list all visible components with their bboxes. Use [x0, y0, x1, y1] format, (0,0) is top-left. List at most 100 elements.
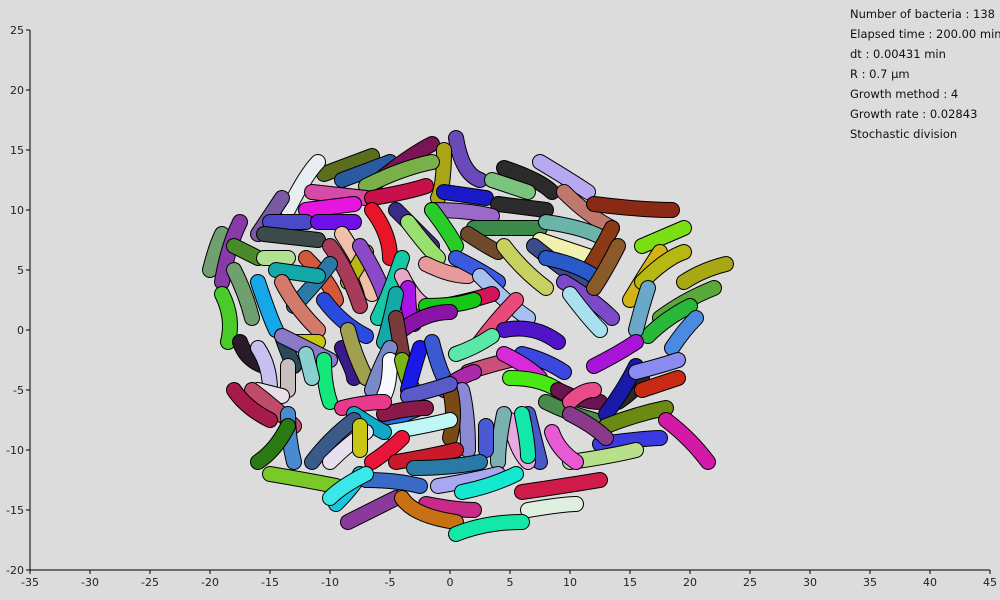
bacterium	[340, 490, 404, 530]
bacterium	[448, 328, 500, 362]
bacterium	[400, 340, 428, 398]
bacterium	[586, 238, 626, 296]
bacterium	[280, 154, 326, 218]
bacterium	[496, 320, 566, 350]
bacterium	[436, 184, 494, 206]
bacterium-body	[455, 467, 523, 499]
bacterium-body	[389, 311, 409, 361]
bacterium-body	[635, 221, 691, 253]
x-tick-label: -15	[261, 576, 279, 589]
bacterium	[490, 406, 512, 470]
bacterium	[676, 256, 734, 290]
bacterium	[514, 472, 608, 500]
bacterium	[226, 382, 278, 428]
bacterium	[628, 352, 686, 380]
bacterium-body	[635, 245, 691, 289]
bacterium-body	[359, 155, 439, 193]
bacterium	[664, 310, 704, 356]
bacterium-body	[533, 155, 595, 199]
bacterium-body	[215, 287, 237, 349]
x-tick-label: -5	[385, 576, 396, 589]
bacterium-body	[359, 473, 427, 493]
bacterium	[496, 238, 554, 296]
bacterium	[364, 202, 398, 266]
bacterium-body	[227, 383, 277, 427]
bacterium	[364, 340, 398, 398]
bacterium	[388, 442, 464, 470]
x-tick-label: 5	[507, 576, 514, 589]
bacterium	[628, 280, 656, 338]
bacterium	[388, 310, 410, 362]
bacterium-body	[455, 383, 475, 457]
bacterium-body	[377, 353, 397, 403]
bacterium	[634, 220, 692, 254]
dt-text: dt : 0.00431 min	[850, 47, 946, 61]
bacterium-body	[401, 215, 445, 265]
radius-text: R : 0.7 μm	[850, 67, 910, 81]
bacterium-body	[587, 335, 643, 373]
bacterium	[640, 298, 698, 344]
bacterium	[454, 382, 476, 458]
bacterium	[202, 226, 230, 278]
bacterium-body	[449, 329, 499, 361]
bacterium	[376, 400, 434, 422]
bacterium-body	[485, 173, 535, 199]
bacterium	[322, 466, 374, 506]
bacterium-body	[587, 197, 679, 217]
bacterium-body	[335, 395, 391, 415]
bacterium	[598, 400, 674, 434]
bacterium-body	[269, 263, 325, 283]
bacterium-body	[341, 323, 373, 385]
bacterium	[406, 454, 488, 476]
bacterium-body	[461, 227, 505, 259]
bacterium	[562, 286, 608, 338]
bacterium-body	[635, 371, 685, 397]
bacterium	[424, 202, 464, 254]
bacterium	[316, 148, 380, 182]
bacterium-body	[521, 497, 583, 517]
bacterium	[334, 394, 392, 416]
bacterium	[496, 160, 560, 200]
bacterium-body	[305, 413, 361, 469]
bacterium-body	[665, 311, 703, 355]
bacterium	[250, 418, 296, 470]
bacterium	[262, 466, 344, 494]
bacterium-body	[401, 341, 427, 397]
bacterium-body	[419, 497, 481, 517]
x-tick-label: -35	[21, 576, 39, 589]
growth-rate-text: Growth rate : 0.02843	[850, 107, 978, 121]
x-tick-label: 25	[743, 576, 757, 589]
bacterium-body	[365, 431, 409, 469]
bacterium	[334, 340, 362, 386]
x-tick-label: 20	[683, 576, 697, 589]
bacterium	[322, 238, 368, 314]
bacterium-body	[365, 179, 433, 205]
bacterium-body	[419, 293, 481, 313]
bacterium	[490, 196, 554, 218]
bacterium	[460, 226, 506, 260]
bacterium	[514, 406, 536, 464]
bacterium-body	[275, 275, 325, 337]
x-tick-label: 30	[803, 576, 817, 589]
bacterium	[562, 406, 614, 446]
bacterium	[298, 346, 320, 386]
bacterium-body	[539, 251, 601, 283]
bacterium-body	[407, 455, 487, 475]
bacterium-body	[389, 443, 463, 469]
bacterium-body	[563, 287, 607, 337]
bacterium-body	[659, 413, 715, 469]
bacterium	[520, 496, 584, 518]
bacterium-body	[263, 467, 343, 493]
bacterium-body	[395, 305, 457, 337]
bacterium-body	[257, 227, 325, 247]
bacterium-body	[317, 353, 337, 409]
bacterium-body	[563, 383, 601, 409]
bacterium	[634, 370, 686, 398]
x-tick-label: 45	[983, 576, 997, 589]
y-tick-label: 10	[10, 204, 24, 217]
bacterium-body	[377, 401, 433, 421]
bacterium-body	[227, 263, 259, 325]
bacterium	[304, 412, 362, 470]
bacterium-body	[587, 239, 625, 295]
bacterium-body	[419, 257, 475, 283]
